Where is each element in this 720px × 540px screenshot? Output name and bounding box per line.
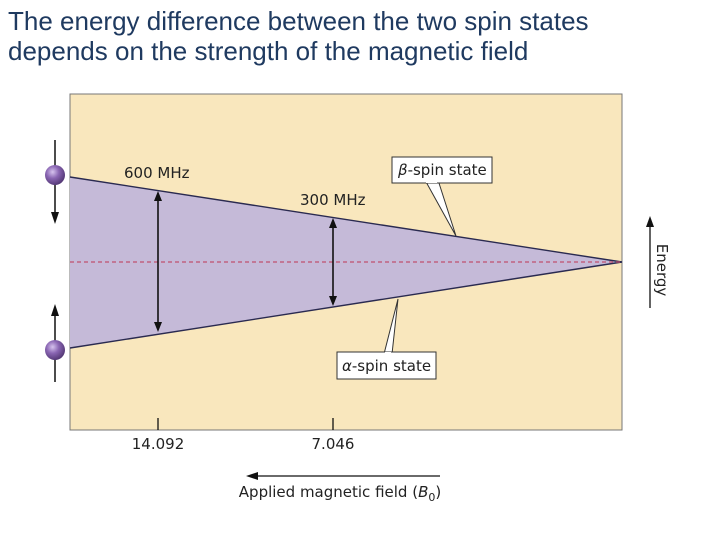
gap-label-600: 600 MHz bbox=[124, 164, 190, 182]
beta-spin-indicator bbox=[45, 140, 65, 224]
slide-title: The energy difference between the two sp… bbox=[8, 6, 708, 66]
alpha-spin-sphere-icon bbox=[45, 340, 65, 360]
energy-axis-label: Energy bbox=[653, 244, 671, 297]
gap-arrow-300 bbox=[329, 218, 337, 306]
gap-label-300: 300 MHz bbox=[300, 191, 366, 209]
beta-spin-sphere-icon bbox=[45, 165, 65, 185]
beta-energy-line bbox=[69, 176, 623, 263]
energy-axis bbox=[646, 216, 654, 308]
alpha-spin-indicator bbox=[45, 304, 65, 382]
alpha-symbol: α bbox=[342, 357, 352, 375]
svg-text:β-spin state: β-spin state bbox=[397, 161, 487, 179]
title-line-2: depends on the strength of the magnetic … bbox=[8, 36, 529, 66]
tick-label-14092: 14.092 bbox=[132, 435, 185, 453]
title-line-1: The energy difference between the two sp… bbox=[8, 6, 589, 36]
gap-arrow-600 bbox=[154, 191, 162, 332]
beta-symbol: β bbox=[397, 161, 408, 179]
alpha-energy-line bbox=[69, 261, 623, 349]
tick-label-7046: 7.046 bbox=[312, 435, 355, 453]
beta-state-text: -spin state bbox=[408, 161, 487, 179]
svg-text:α-spin state: α-spin state bbox=[342, 357, 431, 375]
alpha-state-text: -spin state bbox=[352, 357, 431, 375]
alpha-state-callout: α-spin state bbox=[336, 298, 437, 380]
beta-state-callout: β-spin state bbox=[391, 156, 493, 237]
x-axis-label: Applied magnetic field (B0) bbox=[239, 483, 441, 504]
field-direction-arrow bbox=[246, 472, 440, 480]
